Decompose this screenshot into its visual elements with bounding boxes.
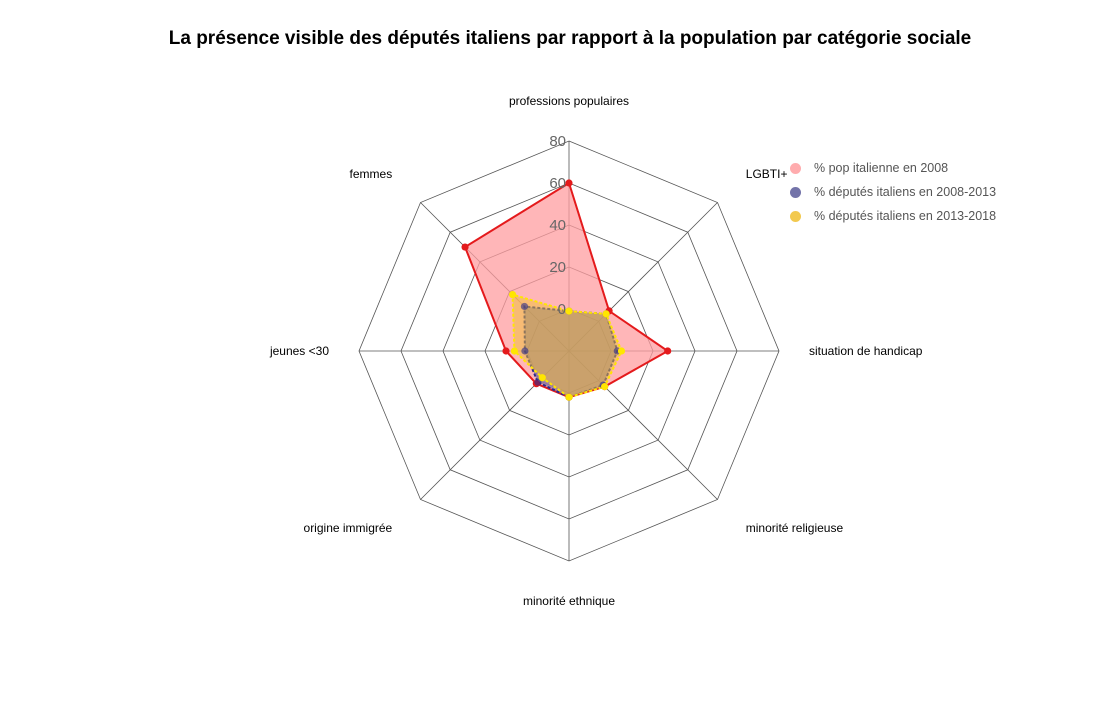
axis-label: jeunes <30: [269, 344, 329, 358]
r-tick-label: 60: [549, 175, 566, 192]
r-tick-label: 20: [549, 259, 566, 276]
series-point: [510, 347, 518, 355]
axis-label: minorité ethnique: [523, 594, 615, 608]
series-point: [565, 179, 573, 187]
tick-layer: 0 20 40 60 80: [549, 133, 566, 318]
series-point: [565, 307, 573, 315]
series-point: [502, 347, 510, 355]
axis-label: situation de handicap: [809, 344, 923, 358]
series-point: [664, 347, 672, 355]
legend-item: % députés italiens en 2013-2018: [790, 204, 996, 228]
legend-item: % pop italienne en 2008: [790, 156, 996, 180]
series-area: [511, 293, 623, 399]
axis-label: femmes: [350, 167, 393, 181]
series-point: [538, 374, 546, 382]
legend-label: % députés italiens en 2008-2013: [814, 185, 997, 199]
series-point: [534, 378, 542, 386]
axis-label: minorité religieuse: [746, 521, 844, 535]
r-tick-label: 0: [558, 301, 566, 318]
series-point: [617, 347, 626, 355]
legend-item: % députés italiens en 2008-2013: [790, 180, 996, 204]
series-point: [521, 347, 529, 355]
series-point: [601, 383, 609, 391]
legend-label: % pop italienne en 2008: [814, 161, 949, 175]
series-point: [602, 310, 610, 318]
legend-label: % députés italiens en 2013-2018: [814, 209, 997, 223]
axis-label-layer: professions populaires LGBTI+ situation de…: [269, 94, 923, 608]
axis-label: professions populaires: [509, 94, 629, 108]
series-point: [520, 302, 529, 311]
axis-label: LGBTI+: [746, 167, 788, 181]
r-tick-label: 80: [549, 133, 566, 150]
series-point: [461, 243, 469, 251]
legend: % pop italienne en 2008 % députés italien…: [790, 156, 996, 228]
series-point: [565, 393, 573, 401]
series-point: [508, 290, 517, 299]
legend-swatch: [790, 186, 801, 198]
axis-label: origine immigrée: [304, 521, 393, 535]
series-layer: [461, 179, 672, 401]
chart-title: La présence visible des députés italiens…: [168, 28, 972, 49]
legend-swatch: [790, 162, 801, 174]
r-tick-label: 40: [549, 217, 566, 234]
legend-swatch: [790, 210, 801, 222]
